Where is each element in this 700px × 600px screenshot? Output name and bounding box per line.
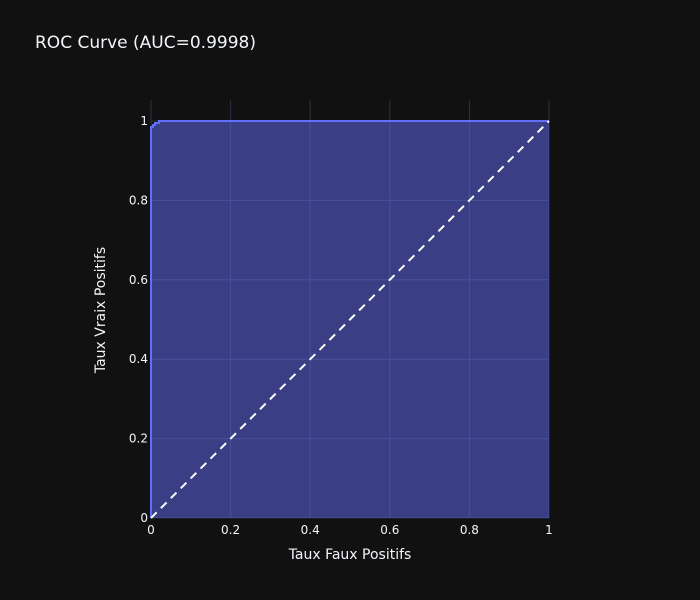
x-tick-label: 0.8 (460, 523, 479, 537)
x-tick-label: 0 (147, 523, 155, 537)
x-tick-label: 0.4 (301, 523, 320, 537)
y-axis-label: Taux Vraix Positifs (93, 247, 109, 374)
x-tick-label: 1 (545, 523, 553, 537)
x-axis-label: Taux Faux Positifs (288, 547, 412, 563)
diagonal-layer (150, 120, 550, 519)
y-tick-label: 0.2 (129, 432, 148, 446)
chart-title: ROC Curve (AUC=0.9998) (35, 33, 256, 53)
y-ticks: 0 0.2 0.4 0.6 0.8 1 (129, 114, 148, 525)
roc-curve-line (150, 120, 549, 518)
diagonal-reference-line (150, 120, 550, 519)
x-tick-label: 0.2 (221, 523, 240, 537)
x-tick-label: 0.6 (380, 523, 399, 537)
y-tick-label: 0.4 (129, 352, 148, 366)
y-tick-label: 0 (140, 511, 148, 525)
y-tick-label: 0.8 (129, 193, 148, 207)
y-tick-label: 1 (140, 114, 148, 128)
y-tick-label: 0.6 (129, 273, 148, 287)
x-ticks: 0 0.2 0.4 0.6 0.8 1 (147, 523, 553, 537)
